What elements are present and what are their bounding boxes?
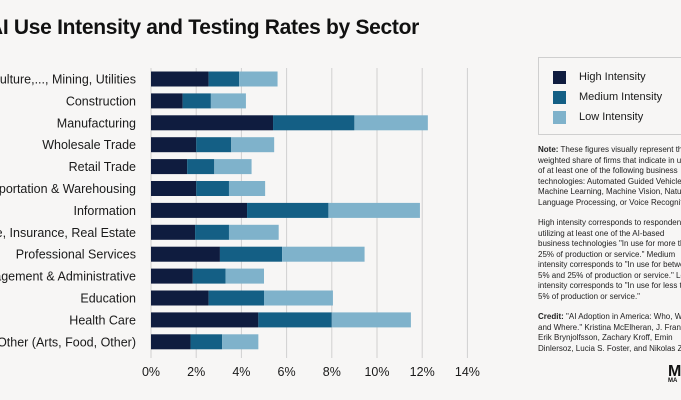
bar-high: [151, 181, 197, 196]
intensity-text: High intensity corresponds to respondent…: [538, 218, 681, 301]
legend: High Intensity Medium Intensity Low Inte…: [538, 57, 681, 135]
bar-low: [328, 202, 420, 218]
credit-paragraph: Credit: "AI Adoption in America: Who, Wh…: [538, 312, 681, 354]
legend-swatch-high: [553, 71, 566, 84]
bar-high: [151, 246, 220, 262]
x-tick-label: 14%: [455, 365, 480, 379]
bar-low: [210, 93, 246, 109]
bar-high: [151, 312, 259, 328]
intensity-paragraph: High intensity corresponds to respondent…: [538, 218, 681, 302]
bar-low: [228, 181, 266, 196]
bar-high: [151, 115, 274, 131]
bar-medium: [195, 224, 229, 240]
bar-medium: [196, 137, 232, 153]
bar-high: [151, 137, 197, 153]
bar-low: [222, 334, 259, 350]
stacked-bar-chart: Agriculture,..., Mining, Utilities Constr…: [0, 68, 480, 379]
bar-medium: [247, 202, 329, 218]
x-tick-label: 12%: [410, 365, 435, 379]
legend-label-high: High Intensity: [579, 71, 646, 83]
publisher-logo: M MA: [668, 363, 681, 385]
category-label: Wholesale Trade: [42, 138, 136, 152]
category-label: Agriculture,..., Mining, Utilities: [0, 73, 136, 87]
bar-high: [151, 334, 191, 350]
legend-label-medium: Medium Intensity: [579, 91, 663, 103]
category-labels: Agriculture,..., Mining, Utilities Constr…: [0, 73, 136, 350]
x-tick-label: 4%: [232, 365, 250, 379]
legend-label-low: Low Intensity: [579, 111, 644, 123]
bar-medium: [219, 246, 283, 262]
category-label: Health Care: [69, 313, 136, 327]
credit-label: Credit:: [538, 312, 564, 321]
bar-high: [151, 93, 183, 109]
note-paragraph: Note: These figures visually represent t…: [538, 145, 681, 208]
x-tick-label: 2%: [187, 365, 205, 379]
bar-high: [151, 71, 209, 87]
category-label: Retail Trade: [69, 160, 136, 174]
bar-low: [264, 290, 333, 306]
notes-panel: Note: These figures visually represent t…: [538, 145, 681, 364]
note-text: These figures visually represent the wei…: [538, 145, 681, 207]
credit-text: "AI Adoption in America: Who, What, and …: [538, 312, 681, 353]
bar-medium: [182, 93, 211, 109]
bar-medium: [187, 159, 215, 175]
category-label: Management & Administrative: [0, 270, 136, 284]
logo-sub: MA: [668, 378, 678, 384]
bar-medium: [273, 115, 355, 131]
bar-medium: [190, 334, 223, 350]
bar-low: [225, 268, 264, 284]
bar-low: [214, 159, 252, 175]
category-label: Education: [80, 292, 136, 306]
x-tick-label: 8%: [323, 365, 341, 379]
bar-high: [151, 159, 188, 175]
category-label: Other (Arts, Food, Other): [0, 335, 136, 349]
category-label: Transportation & Warehousing: [0, 182, 136, 196]
bar-low: [239, 71, 278, 87]
category-label: Professional Services: [16, 248, 136, 262]
x-tick-label: 10%: [364, 365, 389, 379]
bar-low: [228, 224, 279, 240]
bar-medium: [258, 312, 332, 328]
bar-low: [354, 115, 428, 131]
category-label: Manufacturing: [57, 116, 136, 130]
bar-high: [151, 202, 248, 218]
bar-high: [151, 224, 196, 240]
x-tick-label: 6%: [278, 365, 296, 379]
bar-medium: [196, 181, 229, 196]
x-tick-labels: 0% 2% 4% 6% 8% 10% 12% 14%: [142, 365, 480, 379]
bar-low: [331, 312, 411, 328]
note-label: Note:: [538, 145, 559, 154]
bar-high: [151, 268, 193, 284]
bar-low: [231, 137, 275, 153]
category-label: Construction: [66, 94, 136, 108]
bar-high: [151, 290, 209, 306]
x-tick-label: 0%: [142, 365, 160, 379]
logo-mark: M: [668, 363, 681, 380]
category-label: Finance, Insurance, Real Estate: [0, 226, 136, 240]
bar-medium: [208, 290, 264, 306]
category-label: Information: [73, 204, 136, 218]
bar-medium: [208, 71, 240, 87]
legend-swatch-medium: [553, 91, 566, 104]
legend-swatch-low: [553, 111, 566, 124]
bar-low: [282, 246, 365, 262]
chart-bars: [151, 71, 428, 350]
chart-title-text: AI Use Intensity and Testing Rates by Se…: [0, 16, 420, 39]
bar-medium: [192, 268, 226, 284]
